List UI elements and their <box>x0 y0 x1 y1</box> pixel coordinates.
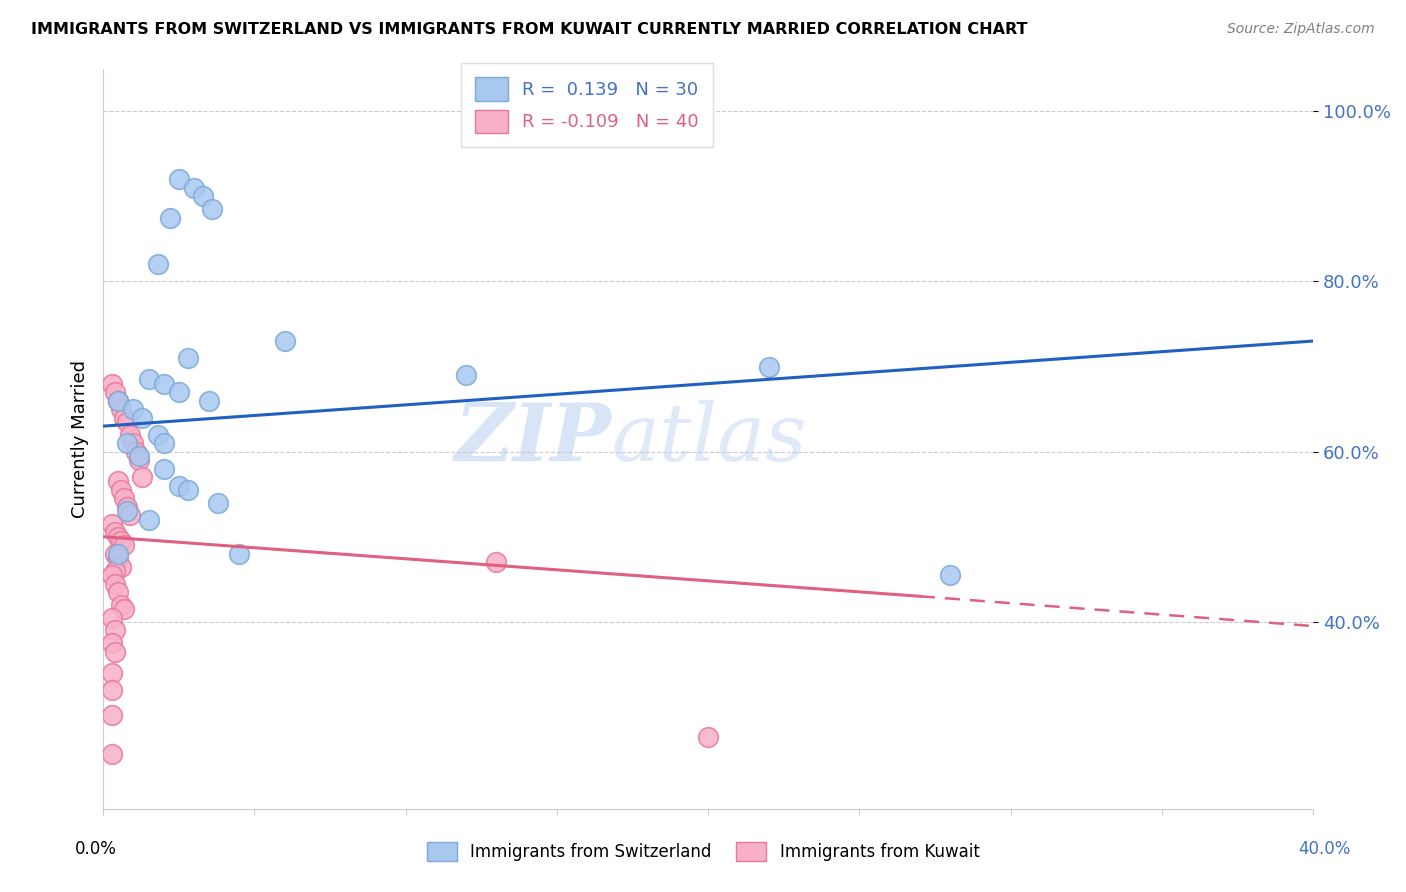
Point <box>758 359 780 374</box>
Point <box>939 568 962 582</box>
Point <box>191 189 214 203</box>
Point <box>120 427 142 442</box>
Point <box>107 551 129 566</box>
Point <box>177 483 200 497</box>
Point <box>456 368 478 382</box>
Point <box>117 415 139 429</box>
Point <box>167 172 190 186</box>
Point <box>112 602 135 616</box>
Point <box>110 533 132 548</box>
Legend: Immigrants from Switzerland, Immigrants from Kuwait: Immigrants from Switzerland, Immigrants … <box>420 835 986 868</box>
Point <box>110 559 132 574</box>
Point <box>273 334 295 348</box>
Point <box>107 530 129 544</box>
Text: atlas: atlas <box>612 401 807 477</box>
Point <box>122 402 145 417</box>
Point <box>101 708 124 723</box>
Point <box>159 211 181 225</box>
Point <box>107 547 129 561</box>
Text: 40.0%: 40.0% <box>1298 840 1351 858</box>
Point <box>117 500 139 514</box>
Point <box>107 585 129 599</box>
Text: ZIP: ZIP <box>454 401 612 477</box>
Point <box>131 410 153 425</box>
Point <box>101 610 124 624</box>
Point <box>207 496 229 510</box>
Point <box>152 461 174 475</box>
Point <box>112 538 135 552</box>
Point <box>167 478 190 492</box>
Point <box>125 444 148 458</box>
Point <box>101 747 124 761</box>
Text: IMMIGRANTS FROM SWITZERLAND VS IMMIGRANTS FROM KUWAIT CURRENTLY MARRIED CORRELAT: IMMIGRANTS FROM SWITZERLAND VS IMMIGRANT… <box>31 22 1028 37</box>
Point <box>120 508 142 523</box>
Point <box>198 393 221 408</box>
Point <box>138 513 160 527</box>
Point <box>104 624 127 638</box>
Point <box>146 257 169 271</box>
Point <box>177 351 200 365</box>
Point <box>104 576 127 591</box>
Point <box>101 682 124 697</box>
Point <box>128 449 150 463</box>
Point <box>104 525 127 540</box>
Point <box>101 636 124 650</box>
Point <box>104 564 127 578</box>
Point <box>131 470 153 484</box>
Point <box>110 598 132 612</box>
Point <box>485 555 508 569</box>
Y-axis label: Currently Married: Currently Married <box>72 359 89 518</box>
Legend: R =  0.139   N = 30, R = -0.109   N = 40: R = 0.139 N = 30, R = -0.109 N = 40 <box>461 63 713 147</box>
Point <box>101 516 124 531</box>
Point <box>101 568 124 582</box>
Point <box>152 376 174 391</box>
Point <box>697 730 720 744</box>
Point <box>152 436 174 450</box>
Point <box>101 376 124 391</box>
Point <box>110 483 132 497</box>
Point <box>128 453 150 467</box>
Point <box>167 385 190 400</box>
Point <box>101 665 124 680</box>
Text: 0.0%: 0.0% <box>75 840 117 858</box>
Point <box>183 181 205 195</box>
Point <box>107 393 129 408</box>
Point <box>228 547 250 561</box>
Point <box>122 436 145 450</box>
Point <box>146 427 169 442</box>
Point <box>104 547 127 561</box>
Point <box>201 202 224 216</box>
Point <box>104 644 127 658</box>
Point <box>107 475 129 489</box>
Text: Source: ZipAtlas.com: Source: ZipAtlas.com <box>1227 22 1375 37</box>
Point <box>110 402 132 417</box>
Point <box>112 410 135 425</box>
Point <box>112 491 135 506</box>
Point <box>107 393 129 408</box>
Point <box>117 504 139 518</box>
Point <box>117 436 139 450</box>
Point <box>138 372 160 386</box>
Point <box>104 385 127 400</box>
